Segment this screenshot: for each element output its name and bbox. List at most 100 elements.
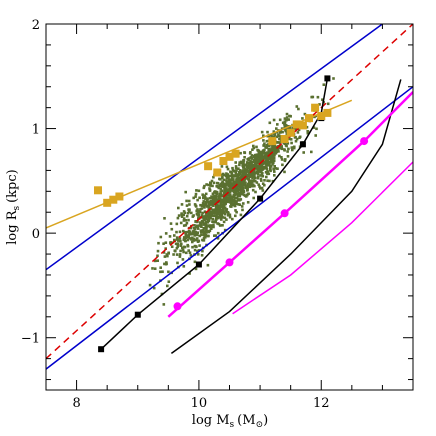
scatter-point (201, 249, 204, 253)
scatter-point (226, 211, 230, 214)
scatter-point (260, 163, 264, 166)
scatter-point (198, 234, 202, 238)
scatter-point (254, 161, 257, 165)
scatter-point (274, 167, 278, 170)
scatter-point (209, 225, 212, 228)
scatter-point (233, 184, 236, 187)
scatter-point (202, 215, 205, 219)
scatter-point (303, 112, 307, 116)
scatter-point (276, 167, 279, 170)
scatter-point (198, 196, 201, 200)
scatter-point (271, 153, 274, 157)
scatter-point (165, 253, 169, 256)
scatter-point (216, 208, 220, 211)
scatter-point (215, 190, 219, 194)
scatter-point (294, 139, 298, 143)
scatter-point (182, 229, 185, 233)
scatter-point (225, 210, 228, 214)
scatter-point (174, 249, 177, 253)
scatter-point (187, 218, 190, 222)
scatter-point (196, 253, 200, 256)
scatter-point (316, 95, 320, 99)
scatter-point (193, 260, 197, 264)
scatter-point (182, 265, 186, 268)
scatter-point (206, 263, 210, 267)
scatter-point (258, 152, 262, 155)
scatter-point (219, 192, 222, 196)
scatter-point (259, 177, 263, 181)
scatter-point (258, 185, 261, 188)
scatter-point (260, 173, 263, 177)
marker-gold (317, 112, 326, 120)
scatter-point (200, 207, 204, 210)
scatter-point (272, 147, 275, 151)
scatter-point (241, 208, 244, 212)
scatter-point (164, 241, 168, 244)
scatter-point (218, 183, 221, 187)
scatter-point (231, 217, 234, 221)
scatter-point (230, 174, 234, 178)
scatter-point (228, 215, 232, 219)
scatter-point (210, 195, 213, 198)
scatter-point (208, 229, 212, 232)
scatter-point (196, 208, 199, 211)
scatter-point (264, 146, 267, 149)
scatter-point (263, 165, 267, 169)
scatter-point (274, 150, 277, 154)
scatter-point (288, 137, 291, 141)
marker-gold (298, 121, 307, 130)
scatter-point (151, 267, 154, 270)
scatter-point (185, 221, 189, 225)
scatter-point (195, 189, 198, 192)
scatter-point (213, 201, 216, 204)
scatter-point (180, 203, 184, 206)
scatter-point (258, 157, 261, 160)
scatter-point (184, 232, 187, 235)
scatter-point (177, 214, 181, 217)
scatter-point (266, 172, 269, 176)
scatter-point (204, 229, 208, 233)
marker-gold (225, 152, 234, 161)
scatter-point (166, 284, 169, 288)
scatter-point (188, 272, 191, 275)
scatter-point (290, 141, 293, 145)
scatter-point (192, 214, 195, 217)
marker-gold (109, 195, 118, 204)
scatter-point (238, 192, 241, 196)
scatter-point (238, 170, 241, 174)
scatter-point (186, 238, 190, 242)
scatter-point (278, 146, 281, 150)
scatter-point (256, 167, 259, 171)
scatter-point (260, 179, 263, 182)
scatter-point (231, 203, 234, 207)
scatter-point (269, 169, 272, 173)
scatter-point (188, 232, 191, 235)
scatter-point (251, 188, 255, 192)
scatter-point (261, 172, 264, 175)
scatter-point (270, 156, 273, 159)
marker-black (299, 141, 306, 148)
scatter-point (216, 212, 220, 216)
scatter-point (255, 181, 259, 184)
scatter-point (218, 224, 222, 227)
scatter-point (271, 144, 274, 148)
scatter-point (189, 226, 193, 230)
scatter-point (296, 131, 300, 134)
scatter-point (209, 212, 212, 216)
scatter-point (279, 129, 283, 132)
scatter-point (283, 120, 287, 123)
scatter-point (280, 147, 284, 151)
scatter-point (254, 190, 257, 194)
scatter-point (191, 240, 194, 244)
scatter-point (273, 170, 276, 173)
marker-gold (231, 149, 240, 158)
scatter-point (238, 203, 242, 206)
scatter-point (203, 194, 206, 197)
scatter-point (260, 152, 263, 156)
scatter-point (221, 185, 224, 188)
scatter-point (224, 174, 228, 178)
scatter-point (199, 208, 202, 211)
scatter-point (268, 157, 271, 160)
scatter-point (227, 184, 231, 188)
scatter-point (248, 185, 252, 188)
